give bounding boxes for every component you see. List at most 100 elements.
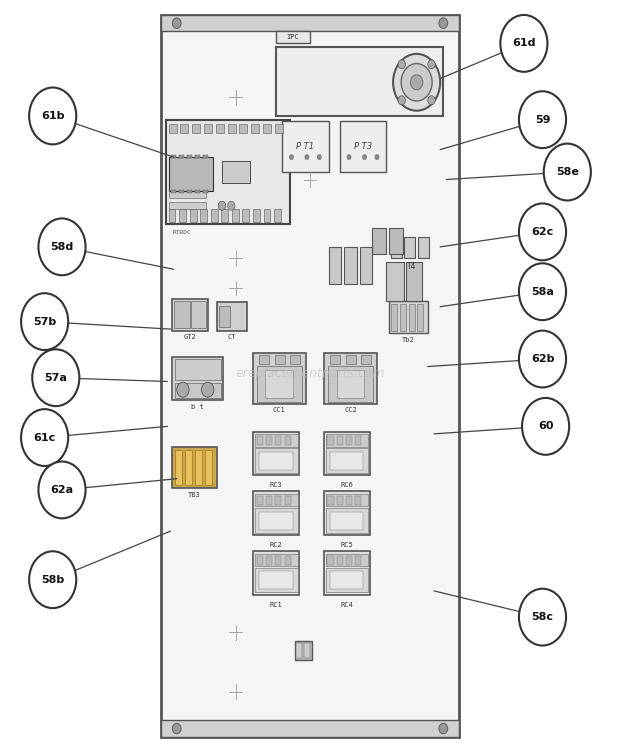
Bar xyxy=(266,436,272,445)
Circle shape xyxy=(218,201,226,210)
Bar xyxy=(169,191,206,198)
Bar xyxy=(257,366,302,402)
Text: IPC: IPC xyxy=(286,34,299,40)
Bar xyxy=(285,556,291,565)
Text: 61c: 61c xyxy=(33,432,56,443)
Bar xyxy=(326,434,368,447)
Bar xyxy=(253,353,306,404)
Text: 62a: 62a xyxy=(50,485,74,495)
Text: 59: 59 xyxy=(534,114,551,125)
Circle shape xyxy=(177,382,189,397)
Circle shape xyxy=(228,201,235,210)
Bar xyxy=(400,304,406,331)
Bar xyxy=(161,15,459,31)
Text: 62c: 62c xyxy=(531,227,554,237)
Text: b t: b t xyxy=(192,404,204,410)
Bar xyxy=(276,47,443,116)
Text: 58e: 58e xyxy=(556,167,578,177)
Text: GT2: GT2 xyxy=(184,334,197,340)
Bar xyxy=(187,190,192,193)
Circle shape xyxy=(362,154,367,160)
Circle shape xyxy=(398,96,405,105)
Bar xyxy=(259,571,293,589)
Bar xyxy=(174,301,190,328)
Bar xyxy=(418,237,429,258)
Text: 57a: 57a xyxy=(45,373,67,383)
Bar xyxy=(217,302,247,331)
Text: RC3: RC3 xyxy=(270,482,283,488)
Bar xyxy=(346,436,352,445)
Text: Tb2: Tb2 xyxy=(402,337,415,343)
Bar xyxy=(391,304,397,331)
Bar xyxy=(255,508,298,533)
Text: 57b: 57b xyxy=(33,316,56,327)
Bar xyxy=(172,299,208,331)
Text: 61d: 61d xyxy=(512,38,536,49)
Text: 60: 60 xyxy=(538,421,554,432)
Bar xyxy=(328,366,373,402)
Circle shape xyxy=(519,331,566,387)
Bar xyxy=(330,571,363,589)
Bar xyxy=(391,237,402,258)
Circle shape xyxy=(393,54,440,111)
Bar xyxy=(253,551,299,595)
Circle shape xyxy=(172,18,181,28)
Bar xyxy=(264,209,270,222)
Bar xyxy=(171,155,176,158)
Bar xyxy=(406,262,422,301)
Bar xyxy=(275,556,281,565)
Circle shape xyxy=(29,551,76,608)
Circle shape xyxy=(21,409,68,466)
Bar xyxy=(330,452,363,470)
Circle shape xyxy=(202,382,214,397)
Bar xyxy=(296,643,302,658)
Bar xyxy=(203,190,208,193)
Bar xyxy=(169,124,177,133)
Bar xyxy=(195,190,200,193)
Circle shape xyxy=(519,91,566,148)
Bar xyxy=(346,556,352,565)
Bar xyxy=(285,496,291,505)
Bar xyxy=(372,228,386,254)
Circle shape xyxy=(428,96,435,105)
Bar xyxy=(257,556,263,565)
Bar xyxy=(222,161,250,183)
Bar xyxy=(259,452,293,470)
Circle shape xyxy=(172,723,181,734)
Text: CC1: CC1 xyxy=(273,407,286,413)
Circle shape xyxy=(401,64,432,101)
Bar xyxy=(324,551,370,595)
Bar xyxy=(324,491,370,535)
Circle shape xyxy=(439,723,448,734)
Bar xyxy=(326,448,368,473)
Bar xyxy=(169,202,206,209)
Bar xyxy=(346,355,356,364)
Bar xyxy=(195,155,200,158)
Bar xyxy=(355,556,361,565)
Bar xyxy=(275,124,283,133)
Bar xyxy=(285,436,291,445)
Text: 62b: 62b xyxy=(531,354,554,364)
Bar xyxy=(386,262,404,301)
Bar xyxy=(259,512,293,530)
Text: 58d: 58d xyxy=(50,242,74,252)
Bar xyxy=(255,554,298,566)
Circle shape xyxy=(500,15,547,72)
Bar xyxy=(326,494,368,506)
Text: RC1: RC1 xyxy=(270,602,283,608)
Text: RTRDC: RTRDC xyxy=(172,230,191,236)
Bar xyxy=(275,355,285,364)
Bar xyxy=(255,494,298,506)
Bar xyxy=(337,436,343,445)
Bar xyxy=(180,124,188,133)
Text: 61b: 61b xyxy=(41,111,64,121)
Bar xyxy=(326,508,368,533)
Bar xyxy=(253,209,260,222)
Bar xyxy=(192,124,200,133)
Text: P T3: P T3 xyxy=(354,142,372,151)
Bar xyxy=(329,247,341,284)
Bar xyxy=(185,450,192,485)
Circle shape xyxy=(544,144,591,200)
Bar xyxy=(200,209,207,222)
Circle shape xyxy=(29,88,76,144)
